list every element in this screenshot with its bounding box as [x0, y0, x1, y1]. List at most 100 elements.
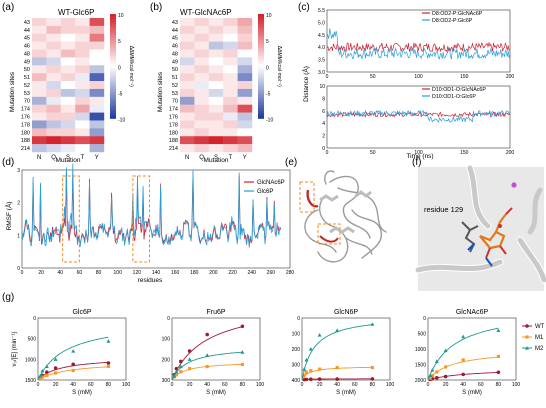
colorbar-segment — [258, 27, 264, 30]
heatmap-cell — [180, 128, 195, 137]
heatmap-cell — [46, 73, 61, 82]
data-point-m2 — [187, 357, 192, 361]
heatmap-cell — [75, 65, 90, 74]
data-point-m2 — [172, 373, 177, 378]
data-point-m1 — [54, 371, 58, 375]
heatmap-cell — [60, 41, 76, 50]
heatmap-cell — [32, 112, 47, 121]
heatmap-cell — [194, 112, 209, 121]
x-tick-label: 150 — [460, 74, 469, 80]
protein-structure-e — [299, 170, 387, 263]
heatmap-row-label: 49 — [172, 59, 178, 65]
data-point-m1 — [205, 364, 209, 369]
colorbar-segment — [110, 87, 116, 91]
x-tick-label: 60 — [352, 382, 358, 388]
data-point-m1 — [106, 364, 110, 368]
data-point-m2 — [443, 348, 448, 353]
heatmap-cell — [46, 57, 61, 66]
colorbar-segment — [110, 92, 116, 96]
heatmap-cell — [180, 120, 195, 129]
heatmap-cell — [194, 18, 209, 27]
data-point-m2 — [335, 328, 340, 332]
x-tick-label: 100 — [512, 382, 521, 388]
colorbar-segment — [258, 81, 264, 85]
colorbar-segment — [110, 74, 116, 78]
legend-label: D8:OD2-P:Glc6P — [432, 18, 473, 24]
rmsf-series-line — [21, 163, 282, 248]
heatmap-cell — [223, 144, 238, 153]
heatmap-row-label: 53 — [24, 91, 30, 97]
heatmap-cell — [208, 112, 224, 121]
heatmap-cell — [237, 128, 253, 137]
data-point-wt — [71, 362, 75, 367]
heatmap-row-label: 50 — [24, 67, 30, 73]
kinetics-fit-curve — [37, 336, 109, 381]
y-tick-label: 2 — [322, 134, 325, 140]
x-tick-label: 100 — [414, 150, 423, 156]
legend-label: GlcNAc6P — [257, 180, 285, 186]
data-point-wt — [45, 370, 49, 374]
data-point-wt — [317, 377, 322, 381]
colorbar-segment — [110, 27, 116, 30]
colorbar-segment — [258, 40, 264, 44]
heatmap-col-label: S — [66, 155, 70, 161]
x-tick-label: 50 — [370, 150, 376, 156]
heatmap-cell — [180, 33, 195, 42]
heatmap-cell — [60, 104, 76, 113]
x-tick-label: 80 — [370, 382, 376, 388]
heatmap-cell — [194, 144, 209, 153]
heatmap-row-label: 176 — [21, 115, 30, 121]
heatmap-cell — [32, 65, 47, 74]
x-tick-label: 50 — [370, 74, 376, 80]
colorbar-segment — [258, 14, 264, 17]
colorbar-tick: 10 — [266, 13, 272, 19]
data-point-m1 — [525, 335, 529, 339]
data-point-m1 — [309, 369, 313, 373]
colorbar-segment — [258, 45, 264, 49]
x-tick-label: 120 — [133, 270, 142, 276]
heatmap-row-label: 174 — [21, 107, 30, 113]
heatmap-cell — [208, 65, 224, 74]
heatmap-cell — [89, 33, 105, 42]
heatmap-col-label: T — [229, 155, 233, 161]
heatmap-cell — [46, 144, 61, 153]
y-tick-label: 8 — [322, 96, 325, 102]
heatmap-row-label: 214 — [21, 146, 30, 152]
heatmap-b-cells — [180, 18, 253, 153]
x-tick-label: 100 — [114, 270, 123, 276]
plot-frame — [301, 317, 391, 381]
colorbar-segment — [110, 113, 116, 117]
data-point-m1 — [496, 354, 500, 359]
heatmap-cell — [208, 104, 224, 113]
y-tick-label: 1000 — [25, 357, 36, 363]
data-point-wt — [304, 377, 309, 382]
x-tick-label: 100 — [256, 382, 265, 388]
colorbar-segment — [258, 55, 264, 59]
y-tick-label: 0 — [322, 146, 325, 152]
residue-label: residue 129 — [424, 205, 463, 214]
heatmap-cell — [237, 49, 253, 58]
panel-letter-e: (e) — [285, 157, 297, 168]
colorbar-segment — [258, 16, 264, 20]
colorbar-segment — [258, 53, 264, 57]
colorbar-segment — [258, 100, 264, 104]
heatmap-cell — [194, 33, 209, 42]
y-tick-label: 5.0 — [318, 20, 325, 26]
distance-series-line — [326, 41, 511, 53]
heatmap-cell — [32, 136, 47, 145]
y-tick-label: 3.0 — [318, 70, 325, 76]
heatmap-cell — [32, 81, 47, 90]
x-tick-label: 20 — [187, 382, 193, 388]
heatmap-cell — [60, 144, 76, 153]
colorbar-segment — [110, 76, 116, 80]
y-tick-label: 0 — [297, 316, 300, 322]
plot-frame — [326, 9, 511, 73]
heatmap-cell — [60, 65, 76, 74]
legend-label: D8:OD2-P:GlcNAc6P — [432, 11, 483, 17]
heatmap-row-label: 44 — [172, 28, 178, 34]
colorbar-tick: 5 — [118, 39, 121, 45]
plot-frame — [37, 317, 127, 381]
